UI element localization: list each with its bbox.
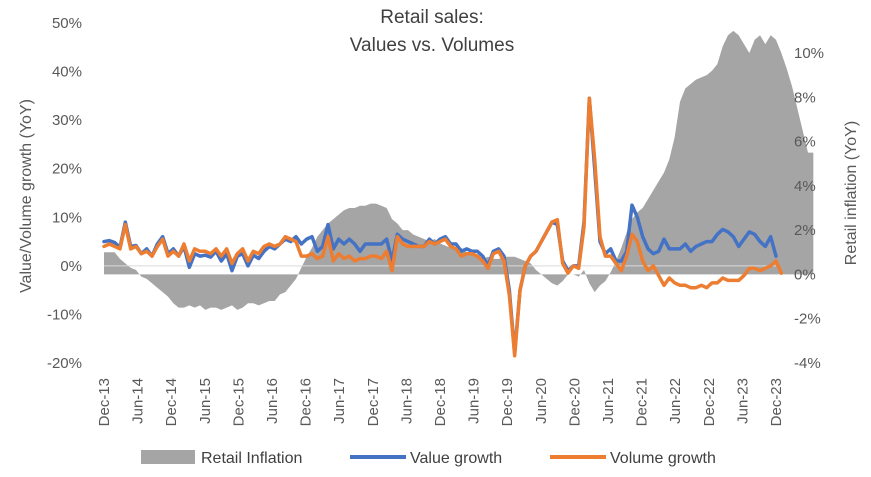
y2-tick-label: 0% <box>794 266 816 283</box>
legend-label: Volume growth <box>610 450 716 467</box>
x-tick-label: Jun-14 <box>130 378 147 424</box>
y-tick-label: 10% <box>52 209 82 226</box>
x-tick-label: Dec-17 <box>365 378 382 426</box>
x-tick-label: Jun-18 <box>398 378 415 424</box>
y-tick-label: 50% <box>52 15 82 32</box>
y-tick-label: -10% <box>47 306 82 323</box>
y-tick-label: -20% <box>47 355 82 372</box>
y-tick-label: 20% <box>52 161 82 178</box>
x-tick-label: Dec-15 <box>230 378 247 426</box>
series-line-volume-growth <box>102 96 784 358</box>
plot-area <box>102 30 814 358</box>
x-tick-label: Dec-14 <box>163 378 180 426</box>
x-tick-label: Dec-19 <box>499 378 516 426</box>
x-tick-label: Dec-21 <box>634 378 651 426</box>
chart-title-line-2: Values vs. Volumes <box>350 35 514 56</box>
y2-tick-label: 2% <box>794 222 816 239</box>
x-axis-ticks: Dec-13 Jun-14 Dec-14 Jun-15 Dec-15 Jun-16 Dec-… <box>96 378 785 426</box>
chart-title-line-1: Retail sales: <box>380 7 484 28</box>
chart-title: Retail sales: Values vs. Volumes <box>350 7 514 56</box>
x-tick-label: Jun-17 <box>331 378 348 424</box>
x-tick-label: Dec-18 <box>432 378 449 426</box>
legend: Retail Inflation Value growth Volume growt… <box>141 450 716 467</box>
left-axis-title: Value/Volume growth (YoY) <box>18 99 35 293</box>
y-tick-label: 30% <box>52 112 82 129</box>
legend-item-retail-inflation: Retail Inflation <box>141 450 302 467</box>
x-tick-label: Jun-21 <box>600 378 617 424</box>
legend-label: Value growth <box>410 450 502 467</box>
legend-item-value-growth: Value growth <box>350 450 502 467</box>
right-axis-title: Retail inflation (YoY) <box>843 121 860 265</box>
y2-tick-label: 4% <box>794 178 816 195</box>
y2-tick-label: 10% <box>794 45 824 62</box>
x-tick-label: Jun-16 <box>264 378 281 424</box>
legend-label: Retail Inflation <box>201 450 302 467</box>
x-tick-label: Dec-23 <box>768 378 785 426</box>
x-tick-label: Jun-22 <box>667 378 684 424</box>
right-axis-ticks: 10% 8% 6% 4% 2% 0% -2% -4% <box>794 45 824 372</box>
x-tick-label: Dec-20 <box>566 378 583 426</box>
legend-swatch <box>141 450 195 464</box>
legend-item-volume-growth: Volume growth <box>550 450 716 467</box>
y2-tick-label: 6% <box>794 134 816 151</box>
x-tick-label: Jun-19 <box>466 378 483 424</box>
y2-tick-label: -2% <box>794 311 821 328</box>
y-tick-label: 0% <box>60 258 82 275</box>
x-tick-label: Jun-20 <box>533 378 550 424</box>
y-tick-label: 40% <box>52 64 82 81</box>
x-tick-label: Dec-16 <box>298 378 315 426</box>
y2-tick-label: 8% <box>794 89 816 106</box>
x-tick-label: Jun-23 <box>734 378 751 424</box>
x-tick-label: Dec-22 <box>701 378 718 426</box>
series-area-retail-inflation <box>104 30 814 310</box>
y2-tick-label: -4% <box>794 355 821 372</box>
x-tick-label: Jun-15 <box>197 378 214 424</box>
left-axis-ticks: 50% 40% 30% 20% 10% 0% -10% -20% <box>47 15 82 372</box>
x-tick-label: Dec-13 <box>96 378 113 426</box>
